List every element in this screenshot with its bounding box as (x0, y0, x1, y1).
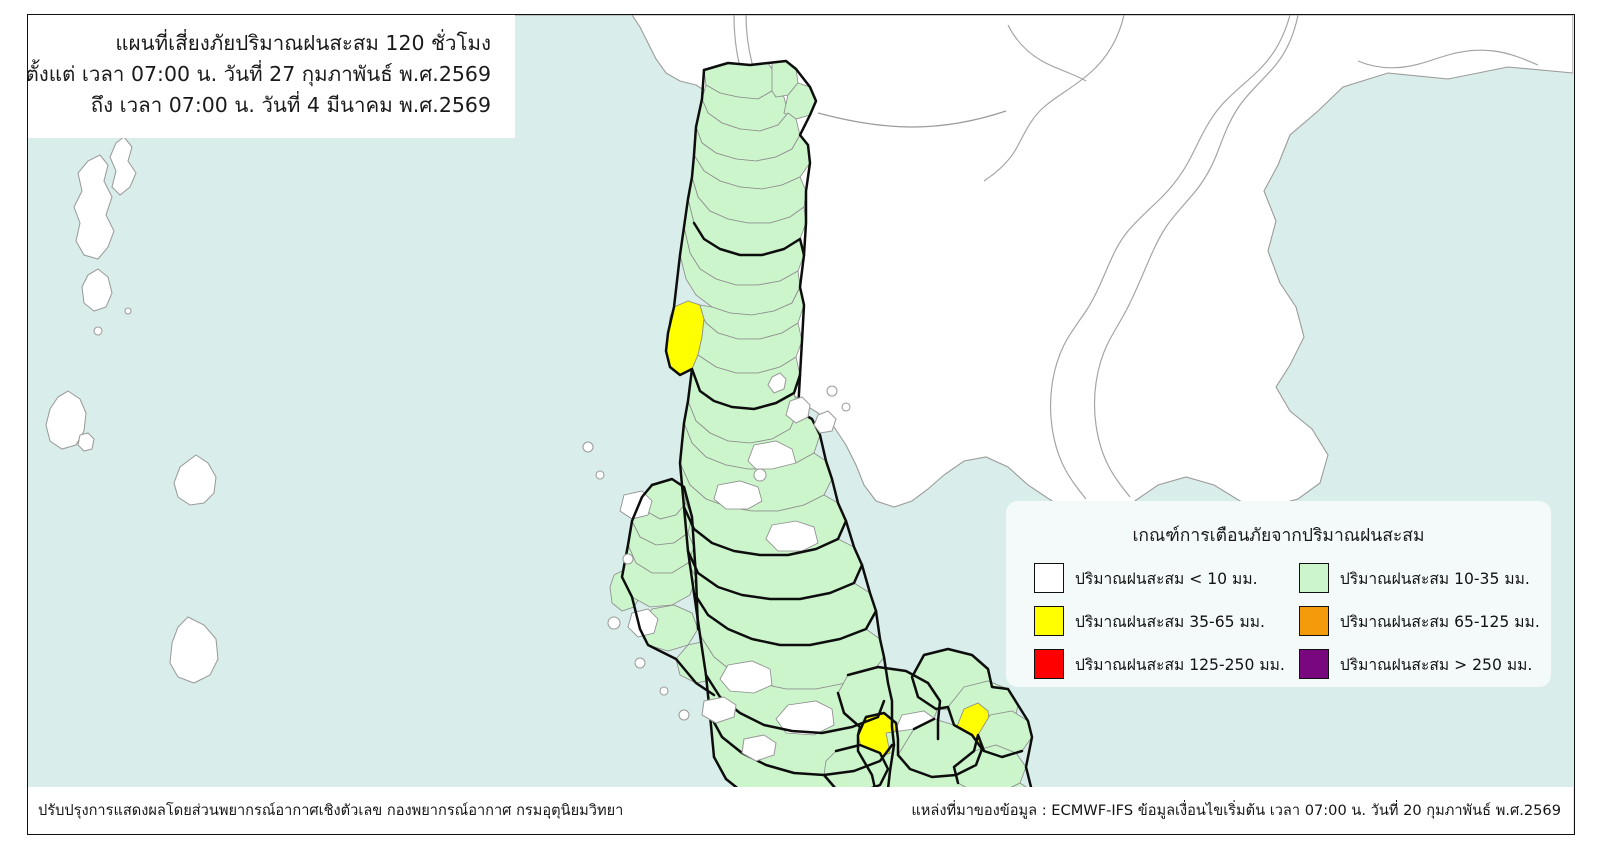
map-frame: .sea { fill:#d9eeea; } .fland { fill:#ff… (27, 14, 1575, 835)
legend-swatch-125-250 (1034, 649, 1064, 679)
legend-item-125-250[interactable]: ปริมาณฝนสะสม 125-250 มม. (1034, 649, 1285, 679)
legend-item-10-35[interactable]: ปริมาณฝนสะสม 10-35 มม. (1298, 563, 1540, 593)
legend-heading: เกณฑ์การเตือนภัยจากปริมาณฝนสะสม (1132, 526, 1425, 546)
legend-swatch-lt10 (1034, 563, 1064, 593)
legend-swatch-10-35 (1298, 563, 1329, 593)
legend-item-gt250[interactable]: ปริมาณฝนสะสม > 250 มม. (1298, 649, 1540, 679)
title-line-3: ถึง เวลา 07:00 น. วันที่ 4 มีนาคม พ.ศ.25… (90, 93, 491, 118)
legend-swatch-65-125 (1298, 606, 1329, 636)
gulf-islands-group (753, 372, 851, 482)
legend-label-125-250: ปริมาณฝนสะสม 125-250 มม. (1075, 655, 1285, 674)
andaman-islands-group (45, 136, 219, 684)
legend-item-35-65[interactable]: ปริมาณฝนสะสม 35-65 มม. (1034, 606, 1285, 636)
thailand-peninsula-map[interactable]: .sea { fill:#d9eeea; } .fland { fill:#ff… (28, 15, 1573, 833)
legend-label-10-35: ปริมาณฝนสะสม 10-35 มม. (1339, 569, 1530, 588)
title-line-2: ตั้งแต่ เวลา 07:00 น. วันที่ 27 กุมภาพัน… (27, 61, 491, 86)
foreign-country-borders (733, 15, 1539, 500)
map-canvas[interactable]: .sea { fill:#d9eeea; } .fland { fill:#ff… (28, 15, 1573, 833)
map-title-card: แผนที่เสี่ยงภัยปริมาณฝนสะสม 120 ชั่วโมง … (28, 15, 515, 138)
legend-label-35-65: ปริมาณฝนสะสม 35-65 มม. (1075, 612, 1266, 631)
legend-label-65-125: ปริมาณฝนสะสม 65-125 มม. (1339, 612, 1540, 631)
andaman-coastal-islets (582, 441, 777, 762)
legend-items-grid: ปริมาณฝนสะสม < 10 มม. ปริมาณฝนสะสม 10-35… (1024, 563, 1540, 679)
legend-label-gt250: ปริมาณฝนสะสม > 250 มม. (1339, 655, 1533, 674)
district-low-white-1 (719, 660, 773, 694)
legend-swatch-gt250 (1298, 649, 1329, 679)
legend-swatch-35-65 (1034, 606, 1064, 636)
district-mid-white-3 (765, 520, 819, 552)
district-mid-white-2 (713, 480, 763, 510)
legend-item-lt10[interactable]: ปริมาณฝนสะสม < 10 มม. (1034, 563, 1285, 593)
district-low-white-2 (775, 700, 835, 736)
legend-panel: เกณฑ์การเตือนภัยจากปริมาณฝนสะสม ปริมาณฝน… (1006, 501, 1551, 687)
legend-item-65-125[interactable]: ปริมาณฝนสะสม 65-125 มม. (1298, 606, 1540, 636)
district-west-white-1 (619, 490, 653, 520)
footer-note-right: แหล่งที่มาของข้อมูล : ECMWF-IFS ข้อมูลเง… (911, 802, 1561, 819)
footer-note-left: ปรับปรุงการแสดงผลโดยส่วนพยากรณ์อากาศเชิง… (38, 802, 624, 819)
footer-bar: ปรับปรุงการแสดงผลโดยส่วนพยากรณ์อากาศเชิง… (28, 787, 1573, 834)
title-line-1: แผนที่เสี่ยงภัยปริมาณฝนสะสม 120 ชั่วโมง (115, 30, 491, 55)
legend-label-lt10: ปริมาณฝนสะสม < 10 มม. (1075, 569, 1258, 588)
